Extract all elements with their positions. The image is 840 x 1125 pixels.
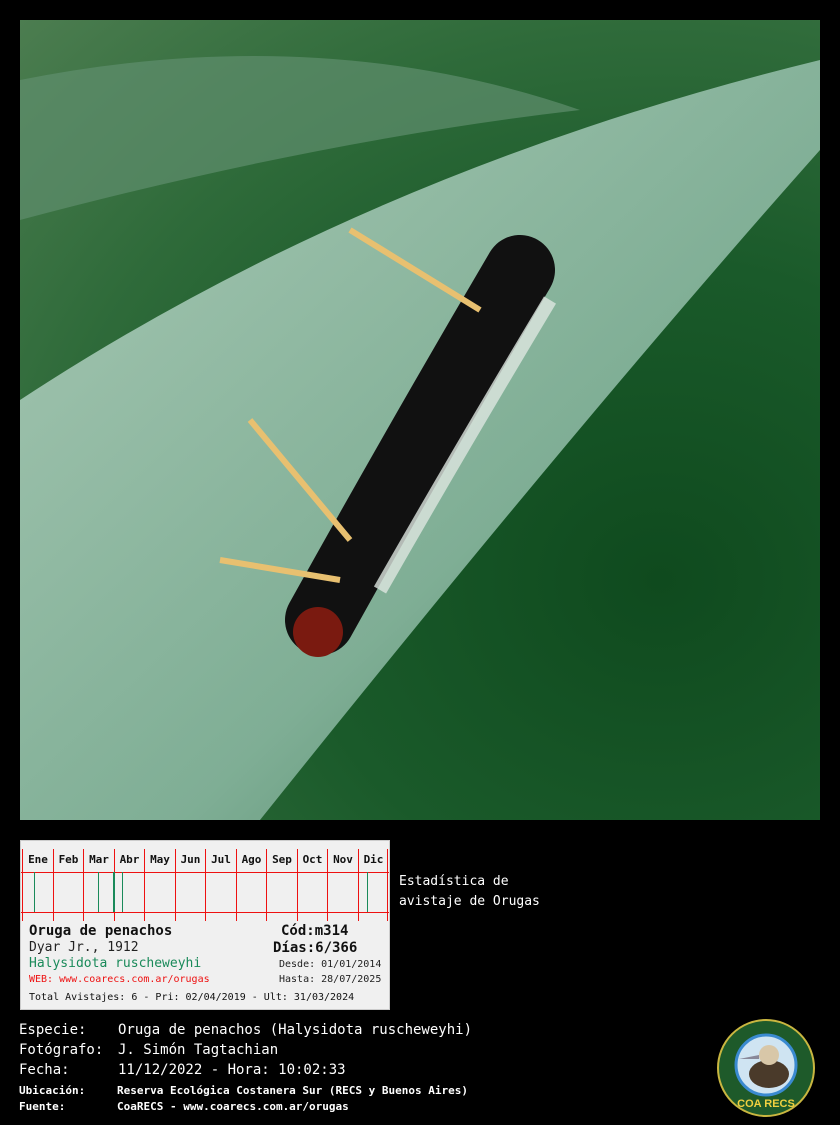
month-divider [266,849,267,921]
svg-text:COA RECS: COA RECS [737,1098,795,1110]
month-divider [296,849,298,921]
common-name: Oruga de penachos [29,923,173,939]
month-label: Jul [211,853,231,866]
month-divider [83,849,84,921]
sighting-mark [367,872,368,912]
sighting-mark [98,872,99,912]
month-divider [387,849,388,921]
info-row: Fecha: 11/12/2022 - Hora: 10:02:33 [19,1062,346,1078]
sighting-mark [113,872,114,912]
month-label: Jun [180,853,201,866]
info-value: Oruga de penachos (Halysidota ruscheweyh… [118,1022,473,1038]
caption-line-2: avistaje de Orugas [399,894,540,909]
days-count: Días:6/366 [273,940,358,956]
caption-line-1: Estadística de [399,874,509,889]
info-row: Ubicación: Reserva Ecológica Costanera Su… [19,1084,468,1097]
month-label: May [150,853,170,866]
month-divider [235,849,237,921]
grid-line [21,912,389,913]
month-label: Oct [302,853,323,866]
caterpillar [219,227,557,657]
month-label: Abr [119,853,140,866]
month-divider [357,849,359,921]
info-value: J. Simón Tagtachian [118,1042,279,1058]
grid-line [21,872,389,873]
sighting-totals: Total Avistajes: 6 - Pri: 02/04/2019 - U… [29,992,355,1003]
month-label: Ago [241,853,262,866]
info-row: Especie: Oruga de penachos (Halysidota ru… [19,1022,472,1038]
info-label: Ubicación: [19,1084,86,1097]
month-divider [205,849,206,921]
info-value: CoaRECS - www.coarecs.com.ar/orugas [117,1100,349,1113]
month-label: Ene [28,853,48,866]
info-label: Fecha: [19,1062,70,1078]
web-link: WEB: www.coarecs.com.ar/orugas [29,974,210,985]
sighting-mark [34,872,35,912]
month-divider [327,849,328,921]
month-label: Mar [89,853,109,866]
sighting-mark [114,872,115,912]
month-divider [52,849,54,921]
info-label: Fuente: [19,1100,66,1113]
species-author: Dyar Jr., 1912 [29,940,139,955]
month-label: Feb [58,853,79,866]
info-label: Fotógrafo: [19,1042,104,1058]
date-from: Desde: 01/01/2014 [279,959,382,970]
info-row: Fuente: CoaRECS - www.coarecs.com.ar/orug… [19,1100,349,1113]
coa-recs-logo: COA RECS [717,1019,815,1117]
info-label: Especie: [19,1022,87,1038]
info-value: Reserva Ecológica Costanera Sur (RECS y … [117,1084,468,1097]
photo-illustration [20,56,820,820]
scientific-name: Halysidota ruscheweyhi [29,956,202,971]
species-code: Cód:m314 [281,923,349,939]
sighting-mark [122,872,123,912]
info-row: Fotógrafo: J. Simón Tagtachian [19,1042,278,1058]
month-divider [22,849,23,921]
month-label: Nov [333,853,353,866]
month-label: Sep [272,853,292,866]
month-divider [144,849,145,921]
month-divider [174,849,176,921]
date-to: Hasta: 28/07/2025 [279,974,382,985]
stats-caption: Estadística de avistaje de Orugas [399,872,540,912]
caterpillar-photo [20,20,820,820]
sighting-stats-panel: Ene Feb Mar Abr May Jun Jul Ago Sep Oct Nov Dic Orug… [20,840,390,1010]
month-label: Dic [363,853,384,866]
info-value: 11/12/2022 - Hora: 10:02:33 [118,1062,346,1078]
